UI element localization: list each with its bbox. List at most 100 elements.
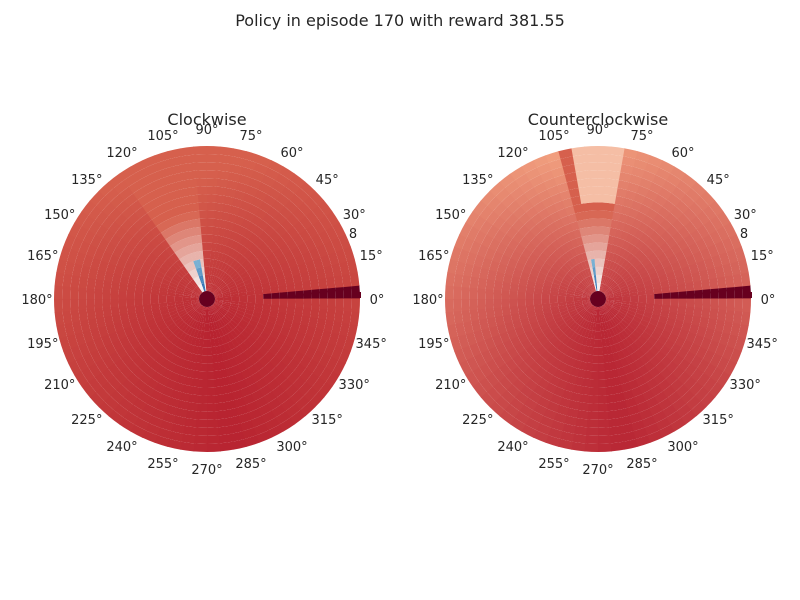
heatmap-cell [584, 312, 591, 320]
heatmap-cell [62, 310, 73, 325]
heatmap-cell [243, 278, 253, 286]
heatmap-cell [623, 389, 635, 401]
heatmap-cell [481, 328, 493, 341]
heatmap-cell [199, 371, 208, 380]
heatmap-cell [550, 393, 563, 406]
heatmap-cell [81, 382, 97, 398]
heatmap-cell [494, 271, 505, 283]
heatmap-cell [603, 330, 609, 339]
heatmap-cell [493, 355, 506, 369]
heatmap-cell [642, 389, 655, 402]
heatmap-cell [561, 312, 571, 320]
heatmap-cell [641, 196, 655, 209]
heatmap-cell [586, 170, 598, 179]
heatmap-cell [577, 410, 589, 420]
heatmap-cell [145, 345, 156, 357]
heatmap-cell [166, 379, 178, 390]
heatmap-cell [609, 281, 617, 289]
heatmap-cell [175, 305, 185, 311]
heatmap-cell [158, 193, 172, 205]
heatmap-cell [485, 372, 500, 388]
heatmap-cell [657, 187, 672, 201]
heatmap-cell [500, 351, 513, 365]
heatmap-cell [677, 305, 687, 315]
heatmap-cell [575, 170, 588, 181]
heatmap-cell [466, 226, 480, 242]
heatmap-cell [561, 278, 571, 286]
heatmap-cell [294, 306, 304, 316]
heatmap-cell [213, 303, 221, 310]
heatmap-cell [546, 243, 557, 254]
heatmap-cell [556, 271, 566, 280]
heatmap-cell [601, 285, 608, 293]
heatmap-cell [82, 353, 96, 368]
heatmap-cell [469, 309, 480, 322]
heatmap-cell [158, 266, 168, 276]
heatmap-cell [209, 275, 214, 284]
heatmap-cell [501, 282, 511, 292]
heatmap-cell [598, 355, 604, 364]
heatmap-cell [123, 173, 139, 188]
heatmap-cell [520, 317, 531, 327]
heatmap-cell [654, 350, 667, 362]
heatmap-cell [537, 396, 551, 409]
heatmap-cell [308, 247, 321, 261]
heatmap-cell [734, 298, 743, 312]
heatmap-cell [206, 202, 216, 211]
heatmap-cell [243, 239, 254, 250]
angle-tick-label: 0° [761, 293, 776, 308]
heatmap-cell [213, 321, 219, 331]
heatmap-cell [275, 410, 291, 425]
heatmap-cell [595, 266, 598, 275]
heatmap-cell [223, 255, 232, 265]
heatmap-cell [318, 215, 333, 231]
heatmap-cell [503, 339, 515, 352]
angle-tick-label: 150° [435, 208, 466, 223]
angle-tick-label: 240° [106, 440, 137, 455]
heatmap-cell [222, 300, 232, 304]
heatmap-cell [625, 252, 635, 263]
heatmap-cell [576, 286, 585, 293]
heatmap-cell [577, 335, 585, 345]
heatmap-cell [605, 292, 614, 297]
heatmap-cell [195, 427, 208, 436]
heatmap-cell [200, 330, 205, 340]
heatmap-cell [127, 278, 138, 287]
heatmap-cell [142, 303, 152, 311]
heatmap-cell [629, 236, 640, 247]
heatmap-cell [150, 389, 164, 402]
heatmap-cell [565, 240, 575, 251]
heatmap-cell [70, 275, 81, 289]
heatmap-cell [70, 299, 79, 312]
heatmap-cell [635, 434, 651, 447]
heatmap-cell [331, 320, 342, 335]
heatmap-cell [556, 208, 568, 219]
heatmap-cell [257, 271, 268, 280]
heatmap-cell [533, 182, 547, 195]
heatmap-cell [222, 294, 232, 298]
heatmap-cell [613, 298, 623, 302]
heatmap-cell [636, 400, 650, 413]
heatmap-cell [538, 335, 549, 346]
heatmap-cell [315, 267, 326, 280]
heatmap-cell [191, 210, 200, 220]
heatmap-cell [193, 329, 199, 338]
heatmap-cell [305, 210, 320, 226]
heatmap-cell [95, 359, 109, 374]
heatmap-cell [166, 255, 176, 266]
heatmap-cell [722, 320, 733, 335]
heatmap-cell [151, 262, 161, 272]
heatmap-cell [228, 164, 243, 175]
heatmap-cell [81, 367, 96, 383]
heatmap-cell [239, 166, 254, 178]
heatmap-cell [578, 227, 587, 237]
heatmap-cell [585, 435, 599, 444]
heatmap-cell [477, 288, 486, 300]
heatmap-cell [214, 297, 224, 299]
heatmap-cell [62, 299, 71, 313]
heatmap-cell [626, 324, 636, 334]
heatmap-cell [177, 187, 189, 199]
heatmap-cell [702, 349, 715, 364]
heatmap-cell [303, 196, 319, 212]
heatmap-cell [608, 162, 622, 173]
